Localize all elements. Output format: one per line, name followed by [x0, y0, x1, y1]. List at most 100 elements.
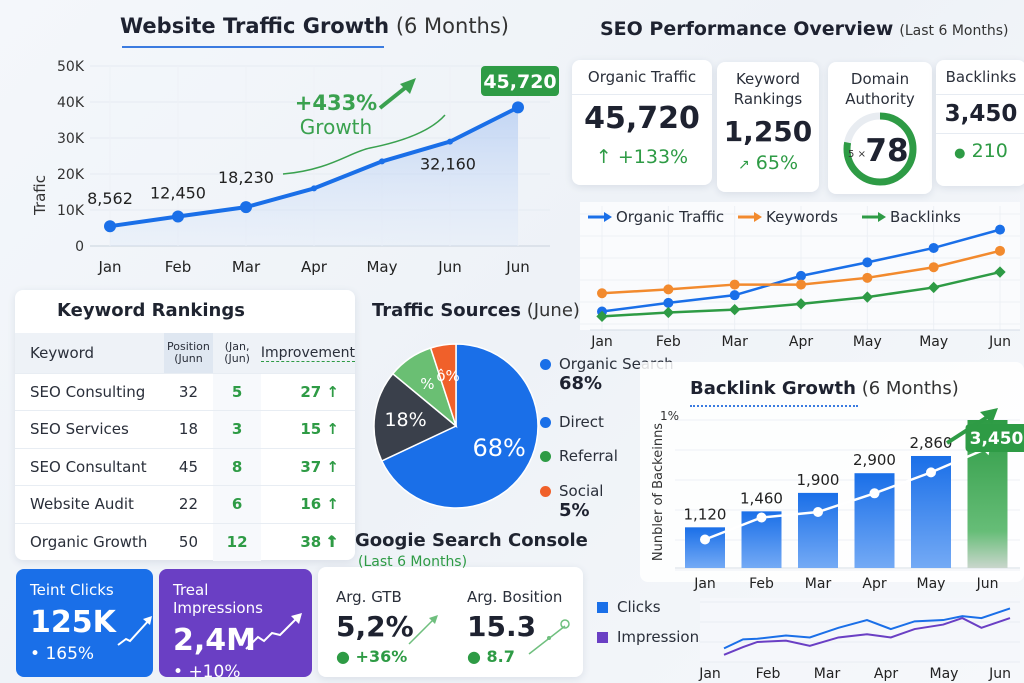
data-point [862, 272, 873, 283]
trend-up-icon [245, 613, 302, 650]
kpi-value: 1,250 [723, 115, 813, 148]
table-row[interactable]: Website Audit 22 6 16 ↑ [15, 485, 355, 523]
legend-social[interactable]: Social 5% [540, 482, 603, 521]
traffic-chart-title: Website Traffic Growth (6 Months) [120, 14, 509, 48]
data-point [172, 210, 184, 223]
traffic-callout-badge [481, 66, 559, 96]
trend-up-icon: ↗ [737, 157, 750, 173]
data-point [240, 201, 252, 214]
pie-label: 68% [472, 434, 525, 462]
kpi-backlinks[interactable]: Backlinks 3,450 ● 210 [936, 60, 1024, 186]
title-underline [690, 405, 858, 407]
x-tick-label: Feb [756, 666, 781, 682]
growth-arrow-head-icon [400, 78, 416, 94]
table-row[interactable]: SEO Services 18 3 15 ↑ [15, 410, 355, 448]
x-tick-label: Feb [165, 258, 192, 276]
domain-authority-gauge: 5 × 78 [843, 112, 917, 186]
series-line-clicks [723, 607, 1011, 650]
table-row[interactable]: Organic Growth 50 12 38 ↑ [15, 522, 355, 561]
header-position-jan[interactable]: Position (Junn [163, 333, 214, 373]
legend-label: Impressions [617, 628, 707, 646]
legend-impressions[interactable]: Impressions [597, 628, 707, 646]
bar-data-label: 2,860 [910, 434, 953, 452]
backlink-y-axis-label: Nunbler of Backeinns [651, 423, 666, 561]
pie-label: 18% [384, 409, 426, 431]
backlink-title-main: Backlink Growth [690, 378, 856, 399]
cell-position-jan: 45 [163, 447, 214, 486]
pie-label: % [420, 375, 434, 393]
dot-icon: • [173, 662, 189, 682]
metric-delta: ● +36% [336, 647, 414, 666]
kpi-keyword-rankings[interactable]: Keyword Rankings 1,250 ↗ 65% [717, 62, 819, 192]
data-point [597, 288, 607, 299]
pie-slice-direct [373, 372, 458, 462]
divider [572, 93, 712, 95]
data-point [663, 297, 674, 308]
kpi-label: Backlinks [945, 68, 1017, 86]
tile-delta: • 165% [30, 644, 139, 664]
seo-trends-chart: Organic Traffic Keywords Backlinks Jan Feb M… [580, 202, 1020, 350]
y-tick-label: 50K [57, 59, 85, 75]
table-row[interactable]: SEO Consultant 45 8 37 ↑ [15, 447, 355, 486]
bar-mar [798, 492, 838, 568]
kpi-label: Organic Traffic [587, 68, 697, 86]
pin-icon: ● [954, 145, 966, 161]
gsc-avg-ctr[interactable]: Arg. GTB 5,2% ● +36% [336, 588, 414, 666]
header-keyword[interactable]: Keyword [15, 333, 164, 373]
legend-clicks[interactable]: Clicks [597, 598, 661, 616]
kpi-domain-authority[interactable]: Domain Authority 5 × 78 [828, 62, 932, 194]
legend-direct[interactable]: Direct [540, 413, 604, 431]
divider [936, 132, 1024, 134]
cell-keyword: Website Audit [15, 485, 164, 523]
trend-up-icon [408, 615, 438, 645]
backlink-title-sub: (6 Months) [861, 378, 959, 399]
data-point [663, 284, 674, 295]
kpi-delta-value: 65% [755, 152, 798, 174]
tile-label: Teint Clicks [30, 581, 114, 599]
kpi-delta: ↗ 65% [717, 152, 819, 174]
gsc-card [318, 567, 583, 677]
keyword-rankings-card: Keyword Rankings Keyword Position (Junn … [15, 290, 355, 561]
traffic-callout-value: 45,720 [483, 71, 556, 93]
trend-up-icon [528, 619, 570, 655]
traffic-title-sub: (6 Months) [395, 14, 509, 38]
backlink-bar-chart: 1,120 1,460 1,900 2,900 2,860 3,450 Jan Feb Mar… [651, 408, 1024, 592]
trend-point [813, 507, 823, 517]
trend-point [700, 534, 710, 545]
legend-referral[interactable]: Referral [540, 447, 618, 465]
trend-point [926, 467, 936, 478]
y-tick-label: 30K [57, 131, 85, 147]
tile-value: 125K [30, 605, 116, 640]
header-position-jun[interactable]: (Jan, (Jun) [213, 333, 261, 373]
growth-label: Growth [300, 115, 372, 139]
cell-position-jan: 32 [163, 372, 214, 411]
traffic-sources-title: Traffic Sources (June) [372, 300, 580, 321]
kpi-organic-traffic[interactable]: Organic Traffic 45,720 ↑ +133% [572, 60, 712, 185]
traffic-title-main: Website Traffic Growth [120, 14, 390, 38]
growth-arrow-head-icon [980, 408, 998, 424]
kpi-delta: ↑ +133% [572, 146, 712, 168]
x-tick-label: Apr [301, 258, 328, 276]
x-tick-label: May [853, 334, 882, 350]
table-row[interactable]: SEO Consulting 32 5 27 ↑ [15, 372, 355, 411]
legend-pct: 68% [559, 373, 603, 394]
header-improvement[interactable]: Improvement [260, 333, 355, 373]
total-clicks-tile[interactable]: Teint Clicks 125K • 165% [16, 569, 153, 677]
arrow-up-icon: ↑ [595, 145, 612, 168]
x-tick-label: Feb [749, 576, 774, 592]
x-tick-label: Mar [805, 576, 832, 592]
traffic-chart: 8,562 12,450 18,230 32,160 Jan Feb Mar Apr May J… [31, 59, 559, 276]
legend-label: Organic Traffic [616, 208, 724, 226]
total-impressions-tile[interactable]: Treal Impressions 2,4M • +10% [159, 569, 312, 682]
dot-icon: ● [336, 647, 356, 666]
sources-title-sub: (June) [526, 300, 580, 321]
legend-label: Keywords [766, 208, 838, 226]
header-improvement-label: Improvement [260, 344, 355, 362]
legend-label: Direct [559, 413, 604, 431]
legend-arrow-icon [754, 212, 762, 222]
series-line-impressions [723, 617, 1011, 656]
x-tick-label: Mar [721, 334, 748, 350]
data-point [379, 158, 385, 165]
gsc-avg-position[interactable]: Arg. Bosition 15.3 ● 8.7 [467, 588, 562, 666]
x-tick-label: Jun [988, 666, 1011, 682]
